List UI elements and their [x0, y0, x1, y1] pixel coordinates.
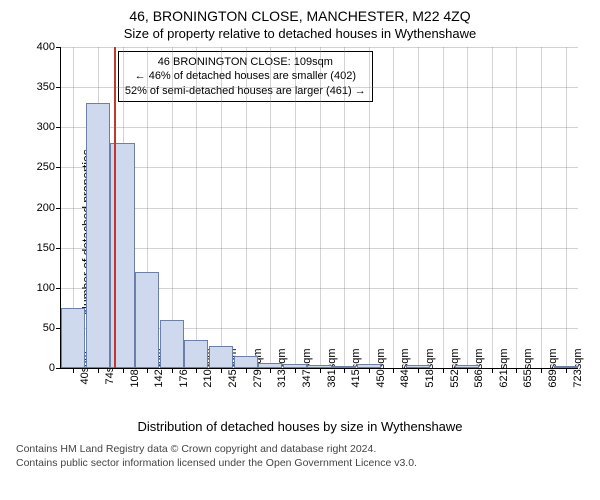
page-title: 46, BRONINGTON CLOSE, MANCHESTER, M22 4Z…: [12, 8, 588, 24]
gridline-vertical: [295, 47, 296, 368]
bar: [357, 364, 381, 368]
x-tick-label: 484sqm: [393, 348, 411, 387]
bar: [61, 308, 85, 368]
x-tick-label: 313sqm: [270, 348, 288, 387]
y-tick-mark: [56, 87, 61, 88]
gridline-vertical: [467, 47, 468, 368]
x-tick-label: 586sqm: [467, 348, 485, 387]
bar: [455, 365, 479, 368]
bar: [86, 103, 110, 368]
y-tick-mark: [56, 248, 61, 249]
bar: [160, 320, 184, 368]
gridline-vertical: [246, 47, 247, 368]
x-tick-label: 518sqm: [418, 348, 436, 387]
y-tick-mark: [56, 208, 61, 209]
y-tick-mark: [56, 288, 61, 289]
x-tick-label: 415sqm: [344, 348, 362, 387]
gridline-vertical: [516, 47, 517, 368]
bar: [135, 272, 159, 368]
gridline-vertical: [196, 47, 197, 368]
gridline-vertical: [418, 47, 419, 368]
x-tick-label: 621sqm: [492, 348, 510, 387]
bar: [184, 340, 208, 368]
bar: [554, 366, 578, 368]
y-tick-mark: [56, 47, 61, 48]
gridline-vertical: [393, 47, 394, 368]
bar: [332, 366, 356, 368]
x-tick-label: 381sqm: [320, 348, 338, 387]
x-tick-label: 655sqm: [516, 348, 534, 387]
x-tick-label: 689sqm: [541, 348, 559, 387]
caption-line: Contains HM Land Registry data © Crown c…: [16, 442, 588, 456]
x-tick-label: 279sqm: [246, 348, 264, 387]
bar: [234, 356, 258, 368]
gridline-vertical: [541, 47, 542, 368]
y-tick-mark: [56, 127, 61, 128]
y-tick-mark: [56, 167, 61, 168]
plot-area: 46 BRONINGTON CLOSE: 109sqm ← 46% of det…: [60, 47, 578, 369]
marker-line: [114, 47, 116, 368]
gridline-vertical: [369, 47, 370, 368]
caption: Contains HM Land Registry data © Crown c…: [12, 442, 588, 470]
x-axis-label: Distribution of detached houses by size …: [12, 419, 588, 434]
gridline-vertical: [492, 47, 493, 368]
x-tick-label: 347sqm: [295, 348, 313, 387]
x-tick-label: 450sqm: [369, 348, 387, 387]
gridline-vertical: [443, 47, 444, 368]
gridline-vertical: [270, 47, 271, 368]
bar: [283, 364, 307, 368]
bar: [307, 365, 331, 368]
gridline-vertical: [221, 47, 222, 368]
chart-container: 46, BRONINGTON CLOSE, MANCHESTER, M22 4Z…: [0, 0, 600, 500]
plot-region: Number of detached properties 46 BRONING…: [12, 47, 588, 417]
gridline-vertical: [344, 47, 345, 368]
gridline-vertical: [566, 47, 567, 368]
x-tick-label: 723sqm: [566, 348, 584, 387]
bar: [209, 346, 233, 368]
caption-line: Contains public sector information licen…: [16, 456, 588, 470]
y-tick-mark: [56, 368, 61, 369]
bar: [258, 363, 282, 368]
gridline-vertical: [320, 47, 321, 368]
page-subtitle: Size of property relative to detached ho…: [12, 26, 588, 41]
x-tick-label: 552sqm: [443, 348, 461, 387]
bar: [406, 365, 430, 368]
